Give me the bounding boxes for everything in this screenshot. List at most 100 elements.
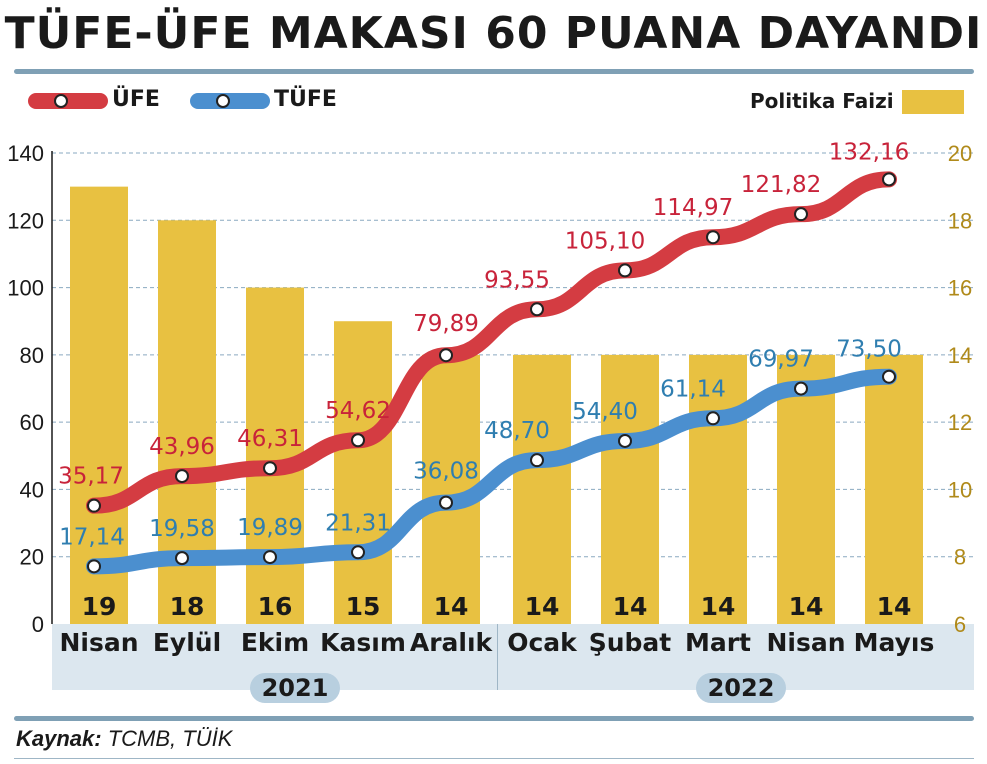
source-note: Kaynak: TCMB, TÜİK: [16, 726, 232, 752]
y-left-tick-label: 120: [7, 208, 44, 233]
y-right-tick-label: 20: [948, 141, 972, 166]
tufe-data-label: 69,97: [748, 347, 814, 373]
tufe-data-label: 21,31: [325, 510, 391, 536]
ufe-point: [351, 433, 365, 448]
tufe-legend-line: [190, 93, 270, 109]
source-value: TCMB, TÜİK: [107, 726, 233, 751]
y-left-tick-label: 60: [20, 410, 44, 435]
tufe-point: [706, 411, 720, 426]
policy-bar-label: 14: [789, 592, 824, 621]
ufe-legend-marker: [54, 94, 68, 108]
chart-title: TÜFE-ÜFE MAKASI 60 PUANA DAYANDI: [4, 8, 983, 59]
policy-legend-label: Politika Faizi: [750, 89, 894, 113]
policy-bar-label: 14: [613, 592, 648, 621]
ufe-data-label: 93,55: [484, 267, 550, 293]
ufe-point: [618, 263, 632, 278]
y-right-tick-label: 14: [948, 343, 972, 368]
ufe-line: [86, 171, 897, 514]
ufe-data-label: 46,31: [237, 426, 303, 452]
tufe-data-label: 54,40: [572, 399, 638, 425]
y-left-tick-label: 40: [20, 477, 44, 502]
policy-bar: [689, 354, 747, 624]
tufe-data-label: 73,50: [836, 337, 902, 363]
top-divider: [14, 69, 974, 74]
tufe-point: [530, 453, 544, 468]
y-right-tick-label: 18: [948, 208, 972, 233]
tufe-data-label: 48,70: [484, 418, 550, 444]
ufe-data-label: 54,62: [325, 398, 391, 424]
ufe-point: [530, 302, 544, 317]
policy-bar: [70, 186, 128, 624]
x-tick-label: Mayıs: [854, 628, 935, 657]
tufe-point: [351, 545, 365, 560]
policy-bar: [865, 354, 923, 624]
ufe-data-label: 79,89: [413, 311, 479, 337]
policy-bar: [513, 354, 571, 624]
y-right-tick-label: 10: [948, 477, 972, 502]
tufe-point: [618, 433, 632, 448]
policy-bar: [777, 354, 835, 624]
policy-bar-label: 18: [170, 592, 205, 621]
year-label-2021: 2021: [250, 673, 340, 703]
ufe-data-label: 121,82: [741, 172, 821, 198]
y-right-tick-label: 6: [954, 612, 966, 637]
tufe-data-label: 36,08: [413, 459, 479, 485]
tufe-point: [87, 559, 101, 574]
tufe-line: [86, 368, 897, 575]
policy-legend-swatch: [902, 90, 964, 114]
ufe-data-label: 132,16: [829, 139, 909, 165]
ufe-point: [87, 498, 101, 513]
source-label: Kaynak:: [16, 726, 102, 751]
tufe-point: [794, 381, 808, 396]
year-divider: [497, 624, 498, 690]
x-tick-label: Nisan: [59, 628, 138, 657]
policy-bar-label: 19: [82, 592, 117, 621]
x-tick-label: Nisan: [766, 628, 845, 657]
x-tick-label: Eylül: [153, 628, 221, 657]
footer-line: [14, 758, 974, 759]
ufe-point: [263, 461, 277, 476]
ufe-legend-line: [28, 93, 108, 109]
policy-bar-label: 14: [434, 592, 469, 621]
ufe-point: [439, 348, 453, 363]
y-right-tick-label: 8: [954, 545, 966, 570]
x-tick-label: Aralık: [410, 628, 494, 657]
tufe-point: [175, 551, 189, 566]
y-left-tick-label: 100: [7, 276, 44, 301]
policy-bar-label: 14: [877, 592, 912, 621]
y-left-tick-label: 80: [20, 343, 44, 368]
policy-bar: [601, 354, 659, 624]
year-label-2022: 2022: [696, 673, 786, 703]
tufe-data-label: 17,14: [59, 524, 125, 550]
tufe-data-label: 19,58: [149, 516, 215, 542]
ufe-legend-label: ÜFE: [112, 87, 160, 112]
policy-bar: [246, 287, 304, 624]
x-tick-label: Ocak: [507, 628, 578, 657]
legend: ÜFE TÜFE Politika Faizi: [14, 79, 974, 125]
policy-bar-label: 16: [258, 592, 293, 621]
tufe-legend-marker: [216, 94, 230, 108]
tufe-point: [263, 550, 277, 565]
ufe-point: [706, 230, 720, 245]
y-right-tick-label: 16: [948, 276, 972, 301]
policy-bar-label: 15: [346, 592, 381, 621]
x-tick-label: Mart: [685, 628, 751, 657]
tufe-point: [882, 369, 896, 384]
y-right-tick-label: 12: [948, 410, 972, 435]
ufe-point: [175, 469, 189, 484]
x-tick-label: Kasım: [320, 628, 406, 657]
x-axis-band: [52, 624, 974, 690]
policy-bar-label: 14: [525, 592, 560, 621]
ufe-data-label: 43,96: [149, 434, 215, 460]
policy-bar: [334, 321, 392, 624]
tufe-legend-label: TÜFE: [274, 87, 337, 112]
tufe-point: [439, 495, 453, 510]
y-left-tick-label: 20: [20, 545, 44, 570]
x-tick-label: Şubat: [589, 628, 672, 657]
ufe-data-label: 114,97: [653, 195, 733, 221]
ufe-point: [882, 172, 896, 187]
ufe-data-label: 105,10: [565, 228, 645, 254]
x-tick-label: Ekim: [241, 628, 309, 657]
bottom-divider: [14, 716, 974, 721]
